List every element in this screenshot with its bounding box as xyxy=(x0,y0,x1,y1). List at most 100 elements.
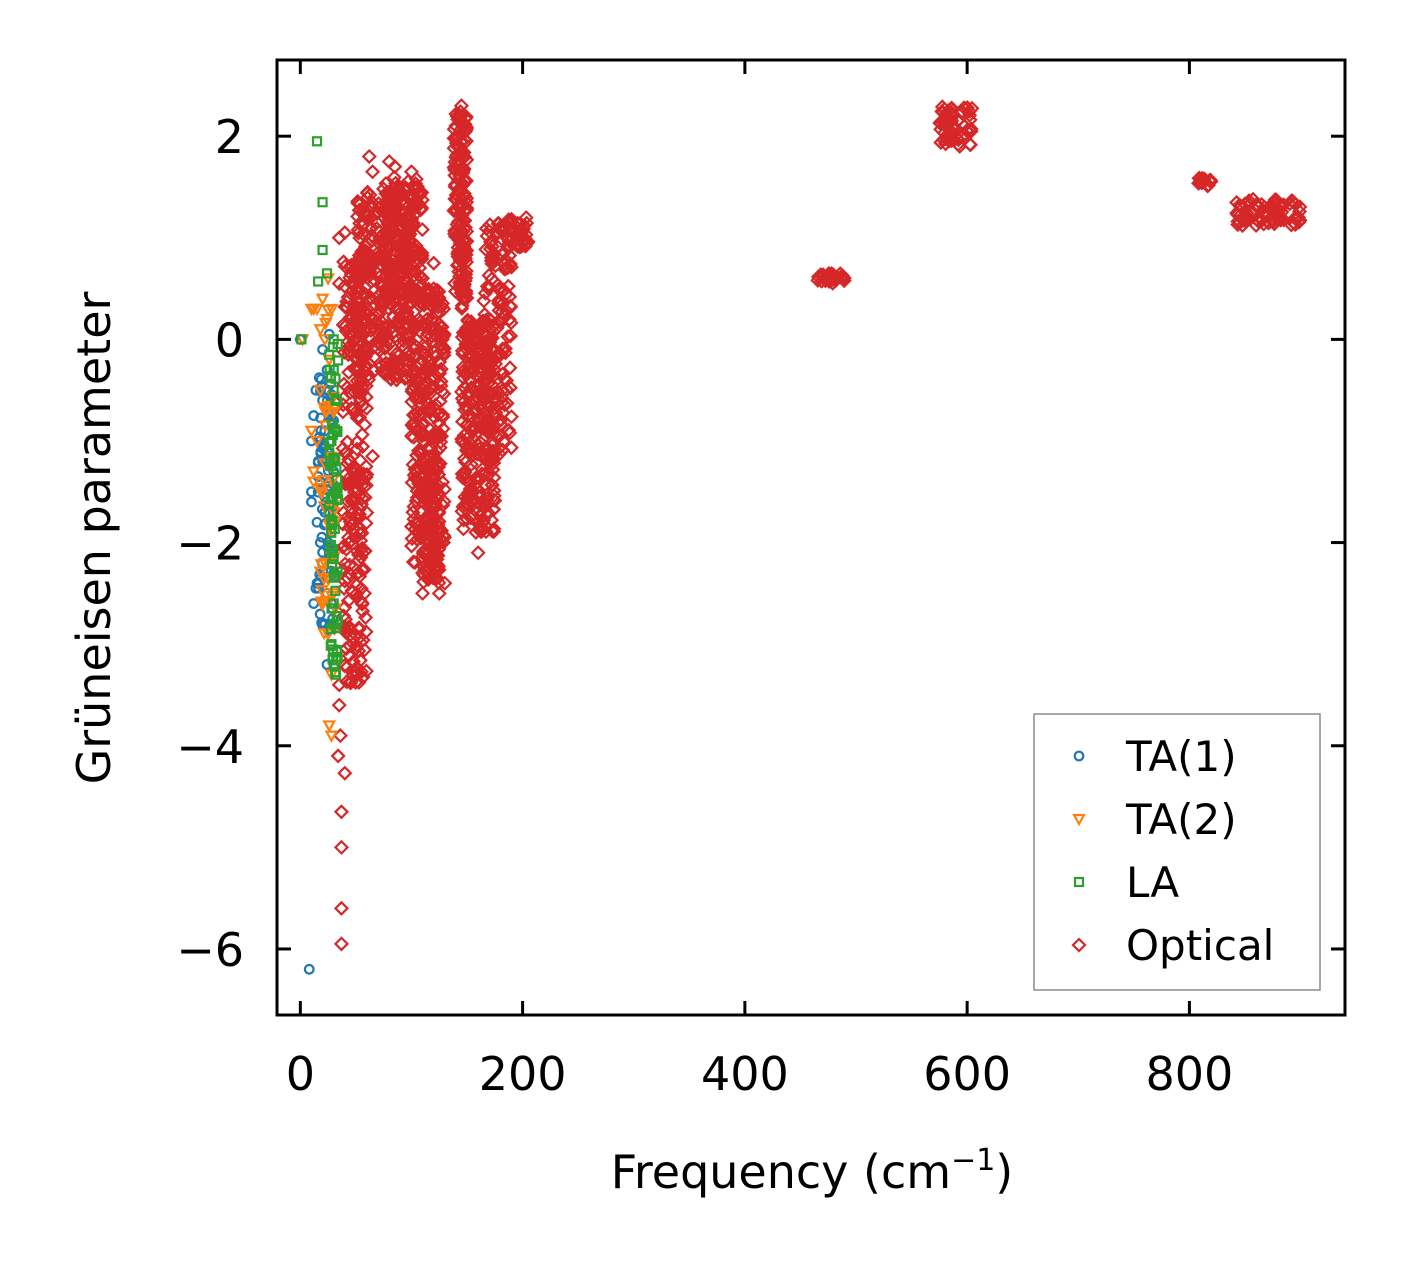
optical-point xyxy=(414,184,430,201)
optical-point xyxy=(455,325,471,341)
ta-2-point xyxy=(313,385,328,398)
optical-point xyxy=(452,161,468,177)
optical-point xyxy=(426,535,442,551)
optical-point xyxy=(330,748,346,764)
optical-point xyxy=(962,136,978,152)
la-point xyxy=(326,639,337,650)
legend-item-ta-2: TA(2) xyxy=(1072,795,1237,844)
optical-point xyxy=(390,179,406,195)
optical-point xyxy=(458,398,474,414)
optical-point xyxy=(436,340,452,356)
optical-point xyxy=(428,397,444,413)
optical-point xyxy=(448,118,464,134)
optical-point xyxy=(361,148,377,165)
optical-point xyxy=(482,234,499,250)
x-tick-label: 400 xyxy=(701,1047,789,1101)
optical-point xyxy=(352,349,368,365)
optical-point xyxy=(1239,205,1255,221)
optical-point xyxy=(344,477,360,493)
optical-point xyxy=(356,585,373,601)
optical-point xyxy=(470,436,486,452)
optical-point xyxy=(501,212,517,229)
optical-point xyxy=(430,299,446,315)
optical-point xyxy=(407,194,423,210)
optical-point xyxy=(499,395,515,411)
optical-point xyxy=(490,293,506,309)
optical-point xyxy=(425,361,441,377)
optical-point xyxy=(331,697,347,713)
optical-point xyxy=(943,112,959,128)
optical-point xyxy=(482,385,498,401)
optical-point xyxy=(1256,204,1272,220)
optical-point xyxy=(407,338,424,354)
optical-point xyxy=(351,247,367,263)
optical-point xyxy=(459,290,475,306)
optical-point xyxy=(463,456,479,473)
optical-point xyxy=(1284,192,1300,209)
optical-point xyxy=(490,277,506,293)
la-point xyxy=(326,435,337,447)
optical-point xyxy=(478,221,494,237)
legend-marker-ta-2 xyxy=(1072,813,1086,827)
optical-point xyxy=(419,532,435,549)
optical-point xyxy=(1249,196,1265,212)
optical-point xyxy=(415,270,431,286)
optical-point xyxy=(352,196,368,212)
optical-point xyxy=(365,448,381,464)
la-point xyxy=(328,364,339,375)
la-point xyxy=(332,566,343,577)
optical-point xyxy=(417,427,433,443)
x-axis-label-close: ) xyxy=(995,1145,1013,1199)
la-point xyxy=(311,136,323,147)
optical-point xyxy=(462,372,478,388)
y-tick-label: 2 xyxy=(215,110,244,164)
optical-point xyxy=(353,541,369,557)
x-tick-label: 0 xyxy=(286,1047,315,1101)
optical-point xyxy=(382,201,398,217)
ta-2-point xyxy=(317,474,331,488)
optical-point xyxy=(358,348,374,364)
la-point xyxy=(330,669,342,680)
ta-1-point xyxy=(306,496,317,508)
ta-2-point xyxy=(317,402,331,415)
optical-point xyxy=(355,669,371,685)
optical-point xyxy=(333,804,350,820)
ta-2-point xyxy=(310,435,324,449)
optical-point xyxy=(429,282,445,298)
series-optical xyxy=(330,98,1308,952)
optical-point xyxy=(1283,217,1299,233)
optical-point xyxy=(393,303,410,319)
optical-point xyxy=(333,936,350,952)
optical-point xyxy=(453,265,469,281)
legend-label-ta-1: TA(1) xyxy=(1125,732,1237,781)
optical-point xyxy=(450,246,466,262)
optical-point xyxy=(342,557,358,573)
optical-point xyxy=(457,464,473,480)
optical-point xyxy=(448,149,464,165)
optical-point xyxy=(465,348,481,364)
optical-point xyxy=(349,254,365,270)
optical-point xyxy=(388,199,404,215)
optical-point xyxy=(433,373,449,390)
plot-frame xyxy=(275,58,1347,1017)
optical-point xyxy=(422,469,438,485)
la-point xyxy=(328,553,339,565)
ta-2-point xyxy=(320,313,334,327)
optical-point xyxy=(477,500,493,516)
ta-2-point xyxy=(321,628,335,642)
optical-point xyxy=(468,524,484,540)
optical-point xyxy=(427,555,443,572)
optical-point xyxy=(454,431,470,447)
optical-point xyxy=(477,285,493,301)
optical-point xyxy=(435,329,451,345)
la-point xyxy=(324,499,335,510)
ta-2-point xyxy=(326,407,341,420)
optical-point xyxy=(462,348,478,364)
ta-2-point xyxy=(316,596,331,609)
x-tick-label: 200 xyxy=(479,1047,567,1101)
optical-point xyxy=(501,311,517,328)
optical-point xyxy=(345,489,362,505)
optical-point xyxy=(821,265,837,282)
optical-point xyxy=(456,161,472,177)
optical-point xyxy=(448,187,464,203)
